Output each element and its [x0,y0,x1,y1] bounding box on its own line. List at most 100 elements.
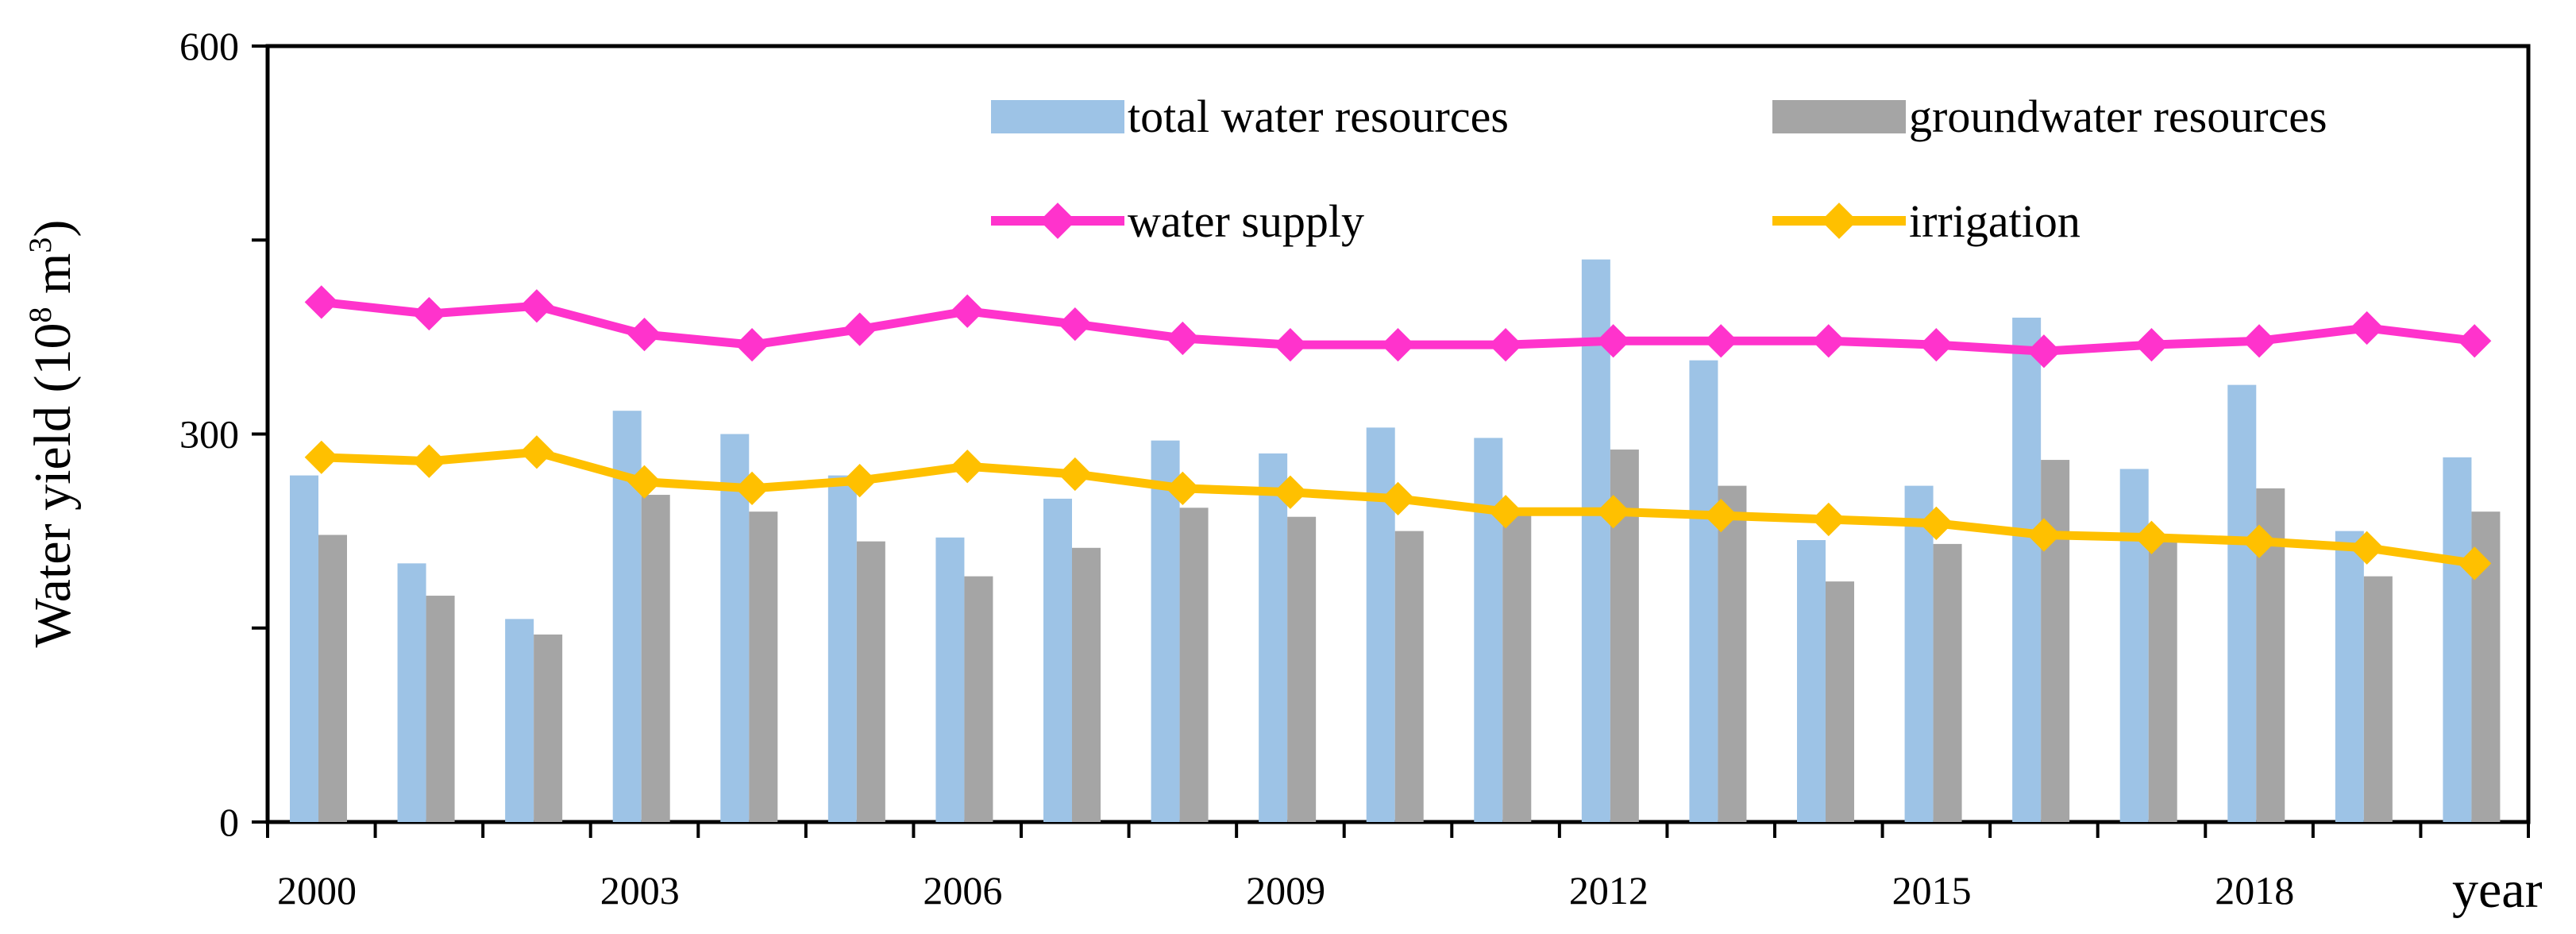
x-tick-label-2018: 2018 [2215,868,2294,913]
marker-irrigation-2006 [951,450,985,484]
marker-irrigation-2019 [2350,531,2384,565]
marker-irrigation-2003 [627,465,661,499]
bar-total-water-2018 [2227,384,2257,823]
y-axis: 0 300 600 [179,24,268,844]
x-axis-title: year [2452,861,2543,919]
marker-water-supply-2013 [1704,324,1738,358]
marker-water-supply-2015 [1919,328,1953,362]
bar-total-water-2012 [1581,259,1610,822]
bar-groundwater-2016 [2041,460,2070,822]
y-tick-label-300: 300 [179,412,239,457]
y-axis-title-end: ) [24,220,82,237]
bar-groundwater-2002 [534,634,563,822]
marker-water-supply-2006 [951,294,985,328]
marker-irrigation-2010 [1381,481,1415,516]
bar-total-water-2015 [1904,485,1934,822]
bar-total-water-2013 [1689,360,1718,822]
bar-groundwater-2000 [318,535,347,822]
marker-irrigation-2013 [1704,498,1738,533]
marker-water-supply-2017 [2134,328,2169,362]
marker-irrigation-2000 [304,440,338,474]
bar-total-water-2019 [2335,531,2364,822]
bar-total-water-2010 [1366,427,1395,822]
legend-label-irrigation: irrigation [1909,195,2080,247]
bar-groundwater-2001 [426,596,455,822]
bar-groundwater-2005 [856,541,885,822]
marker-irrigation-2009 [1273,475,1308,509]
bar-total-water-2007 [1043,498,1072,822]
marker-irrigation-2016 [2026,518,2061,552]
marker-water-supply-2016 [2026,334,2061,369]
bar-groundwater-2008 [1179,508,1209,822]
x-axis: 2000 2003 2006 2009 2012 2015 2018 [266,822,2530,913]
marker-irrigation-2011 [1488,495,1523,529]
y-axis-title-main: Water yield (10 [24,322,82,647]
marker-irrigation-2005 [843,463,877,498]
bar-total-water-2017 [2119,469,2149,822]
bar-total-water-2002 [505,619,534,822]
y-tick-label-600: 600 [179,24,239,68]
bar-groundwater-2007 [1072,547,1101,822]
x-tick-label-2012: 2012 [1569,868,1649,913]
y-tick-label-0: 0 [219,800,239,844]
bar-total-water-2014 [1797,540,1826,822]
marker-irrigation-2007 [1058,457,1092,492]
bar-total-water-2008 [1151,440,1180,822]
bar-total-water-2020 [2443,457,2472,822]
marker-irrigation-2014 [1811,502,1845,537]
marker-water-supply-2002 [519,289,554,323]
marker-water-supply-2009 [1273,328,1308,362]
bar-total-water-2009 [1259,453,1288,822]
bar-total-water-2006 [935,537,965,822]
x-tick-label-2015: 2015 [1892,868,1972,913]
marker-water-supply-2004 [735,328,769,362]
lines-layer [304,285,2492,581]
marker-water-supply-2010 [1381,328,1415,362]
bar-total-water-2001 [397,563,426,822]
legend-marker-irrigation [1821,203,1857,239]
bar-total-water-2000 [290,475,318,822]
marker-water-supply-2018 [2242,324,2277,358]
marker-irrigation-2001 [412,444,446,478]
bar-groundwater-2004 [749,511,778,822]
marker-irrigation-2015 [1919,506,1953,540]
marker-water-supply-2007 [1058,307,1092,342]
y-axis-title-exp1: 8 [22,307,58,322]
legend: total water resources groundwater resour… [991,91,2327,247]
x-tick-label-2006: 2006 [923,868,1002,913]
marker-irrigation-2012 [1596,495,1630,529]
y-axis-title-mid: m [24,253,82,307]
y-axis-title-exp2: 3 [22,237,58,253]
marker-water-supply-2001 [412,296,446,331]
y-axis-title: Water yield (108 m3) [22,220,82,648]
marker-irrigation-2004 [735,471,769,506]
marker-irrigation-2020 [2458,546,2492,581]
marker-water-supply-2000 [304,285,338,319]
legend-marker-water-supply [1039,203,1076,239]
marker-water-supply-2005 [843,312,877,346]
bar-groundwater-2011 [1502,514,1532,822]
bar-groundwater-2019 [2363,576,2393,822]
bar-groundwater-2009 [1287,516,1317,822]
legend-label-total-water: total water resources [1128,91,1509,142]
marker-irrigation-2017 [2134,520,2169,554]
marker-water-supply-2012 [1596,324,1630,358]
x-tick-label-2003: 2003 [600,868,680,913]
marker-irrigation-2008 [1166,471,1200,506]
bar-total-water-2005 [827,475,857,822]
bar-total-water-2016 [2012,317,2042,822]
bar-groundwater-2014 [1826,581,1854,822]
bar-total-water-2004 [720,434,750,822]
marker-water-supply-2014 [1811,324,1845,358]
bar-groundwater-2017 [2148,540,2177,822]
bars-layer [290,259,2501,823]
bar-groundwater-2010 [1394,531,1424,822]
marker-irrigation-2002 [519,435,554,469]
marker-water-supply-2011 [1488,328,1523,362]
bar-groundwater-2013 [1718,485,1747,822]
x-tick-label-2009: 2009 [1246,868,1325,913]
legend-swatch-total-water [991,100,1124,133]
legend-label-groundwater: groundwater resources [1909,91,2327,142]
bar-groundwater-2003 [641,495,670,822]
